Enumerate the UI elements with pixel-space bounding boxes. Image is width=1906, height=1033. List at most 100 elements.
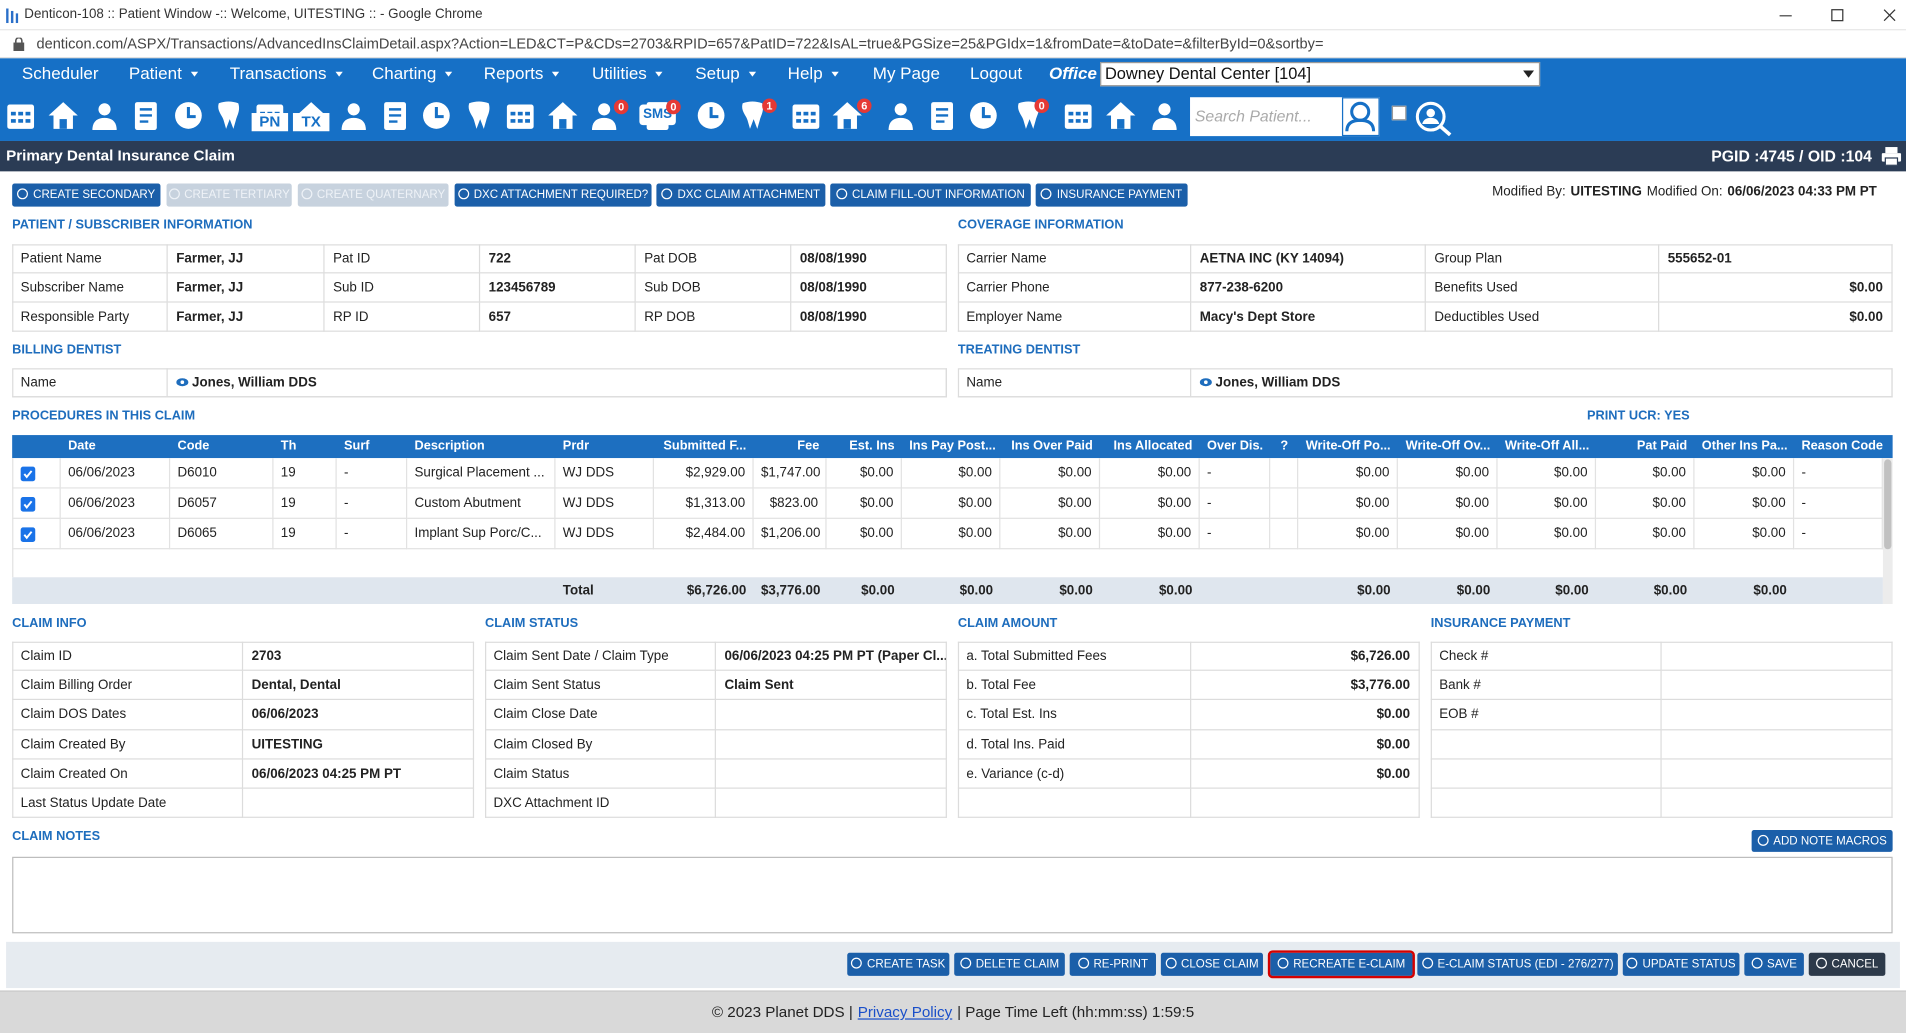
table-cell: Claim Billing Order	[12, 671, 244, 701]
section-title: INSURANCE PAYMENT	[1430, 616, 1571, 631]
group-search	[1415, 101, 1452, 137]
footer-privacy[interactable]: Privacy Policy	[857, 1003, 953, 1021]
total-row	[12, 577, 1883, 604]
action-button[interactable]: SAVE	[1744, 952, 1804, 976]
table-cell: $0.00	[901, 458, 1001, 489]
action-button[interactable]: RE-PRINT	[1069, 952, 1156, 976]
table-cell: EOB #	[1430, 700, 1662, 730]
table-cell: $0.00	[1694, 518, 1795, 550]
table-cell: $6,726.00	[1191, 641, 1420, 672]
action-button[interactable]: CANCEL	[1808, 952, 1886, 976]
total-cell: $0.00	[1158, 583, 1193, 598]
table-cell: -	[336, 458, 408, 489]
menu-item[interactable]: Scheduler	[21, 63, 99, 83]
icon-label: TX	[292, 113, 330, 132]
toolbar-icon	[832, 102, 862, 129]
table-cell: $0.00	[1397, 458, 1498, 489]
toolbar-icon	[697, 102, 725, 129]
table-cell: Dental, Dental	[243, 671, 475, 701]
action-button[interactable]: UPDATE STATUS	[1622, 952, 1740, 976]
action-button[interactable]: CLOSE CLAIM	[1160, 952, 1263, 976]
menu-item[interactable]: Transactions	[230, 58, 343, 88]
search-input[interactable]: Search Patient...	[1190, 97, 1342, 137]
print-icon	[1881, 147, 1902, 166]
menu-item[interactable]: Setup	[695, 58, 755, 88]
table-cell: Pat DOB	[635, 244, 792, 274]
menu-item[interactable]: My Page	[872, 63, 940, 83]
total-cell: $0.00	[1456, 583, 1491, 598]
column-header: Code	[177, 438, 210, 454]
table-cell: $1,747.00	[753, 458, 827, 489]
menu-item[interactable]: Charting	[372, 58, 452, 88]
scroll-thumb[interactable]	[1884, 459, 1892, 550]
table-cell: $0.00	[826, 488, 902, 519]
section-title: CLAIM INFO	[12, 616, 87, 631]
column-header: Date	[68, 438, 96, 454]
address-bar	[0, 30, 1906, 59]
office-select[interactable]: Downey Dental Center [104]	[1100, 61, 1541, 87]
table-cell	[1661, 671, 1893, 701]
table-cell: $0.00	[1191, 729, 1420, 760]
table-cell: Sub ID	[324, 273, 481, 303]
table-cell: DXC Attachment ID	[485, 788, 716, 819]
section-title: BILLING DENTIST	[12, 342, 122, 358]
menu-item[interactable]: Utilities	[592, 58, 663, 88]
action-button[interactable]: RECREATE E-CLAIM	[1267, 950, 1415, 979]
table-cell: $0.00	[1596, 518, 1695, 550]
action-button[interactable]: CREATE SECONDARY	[12, 183, 161, 207]
toolbar-checkbox[interactable]	[1391, 105, 1407, 121]
toolbar-icon	[591, 103, 617, 131]
action-button[interactable]: DXC CLAIM ATTACHMENT	[656, 183, 826, 207]
table-cell	[1270, 518, 1299, 550]
action-button[interactable]: DELETE CLAIM	[954, 952, 1065, 976]
add-note-macros[interactable]: ADD NOTE MACROS	[1751, 830, 1893, 852]
footer-copyright: © 2023 Planet DDS |	[711, 1003, 853, 1021]
menu-item[interactable]: Logout	[970, 63, 1023, 83]
action-button[interactable]: E-CLAIM STATUS (EDI - 276/277)	[1417, 952, 1618, 976]
table-cell: $3,776.00	[1191, 671, 1420, 701]
section-title: PROCEDURES IN THIS CLAIM	[12, 408, 196, 423]
icon-label: SMS	[643, 106, 673, 122]
table-cell: D6057	[170, 488, 274, 519]
table-cell	[1191, 788, 1420, 819]
modified-info: Modified By: UITESTING Modified On: 06/06/2…	[1492, 184, 1882, 201]
action-button[interactable]: CREATE QUATERNARY	[297, 183, 449, 207]
action-button[interactable]: INSURANCE PAYMENT	[1035, 183, 1188, 207]
table-cell: $0.00	[1000, 458, 1101, 489]
action-button[interactable]: DXC ATTACHMENT REQUIRED?	[454, 183, 652, 207]
table-cell: Name	[957, 368, 1192, 398]
notes-textarea[interactable]	[12, 856, 1893, 934]
table-cell: 19	[273, 518, 337, 550]
section-title: COVERAGE INFORMATION	[957, 217, 1124, 233]
menu-item[interactable]: Help	[788, 58, 839, 88]
table-cell: 722	[480, 244, 636, 274]
column-header: Reason Code	[1801, 438, 1883, 454]
action-button[interactable]: CREATE TERTIARY	[166, 183, 292, 207]
table-cell: Bank #	[1430, 671, 1662, 701]
page-header	[0, 140, 1906, 172]
footer-time-left: | Page Time Left (hh:mm:ss) 1:59:5	[957, 1003, 1195, 1021]
menu-item[interactable]: Reports	[484, 58, 559, 88]
table-cell: 19	[273, 458, 337, 489]
eye-icon	[1199, 378, 1212, 387]
section-title: CLAIM NOTES	[12, 828, 101, 844]
print-ucr: PRINT UCR: YES	[1587, 408, 1690, 423]
table-cell: $1,313.00	[653, 488, 754, 519]
table-cell: -	[1199, 458, 1271, 489]
menu-item[interactable]: Patient	[129, 58, 198, 88]
table-cell: -	[1199, 488, 1271, 519]
table-cell: $0.00	[1100, 458, 1200, 489]
table-cell: Custom Abutment	[407, 488, 556, 519]
toolbar-icon	[468, 101, 490, 129]
table-cell: $0.00	[1497, 488, 1597, 519]
table	[957, 641, 1420, 819]
action-button[interactable]: CREATE TASK	[847, 952, 950, 976]
table-cell: 06/06/2023 04:25 PM PT (Paper Cl...	[715, 641, 947, 672]
column-header: Prdr	[562, 438, 590, 454]
badge: 1	[762, 98, 777, 114]
window-title: Denticon-108 :: Patient Window -:: Welco…	[24, 7, 483, 22]
table-cell: $0.00	[1298, 458, 1398, 489]
action-button[interactable]: CLAIM FILL-OUT INFORMATION	[830, 183, 1031, 207]
table-cell: d. Total Ins. Paid	[957, 729, 1192, 760]
table-cell: Patient Name	[12, 244, 168, 274]
